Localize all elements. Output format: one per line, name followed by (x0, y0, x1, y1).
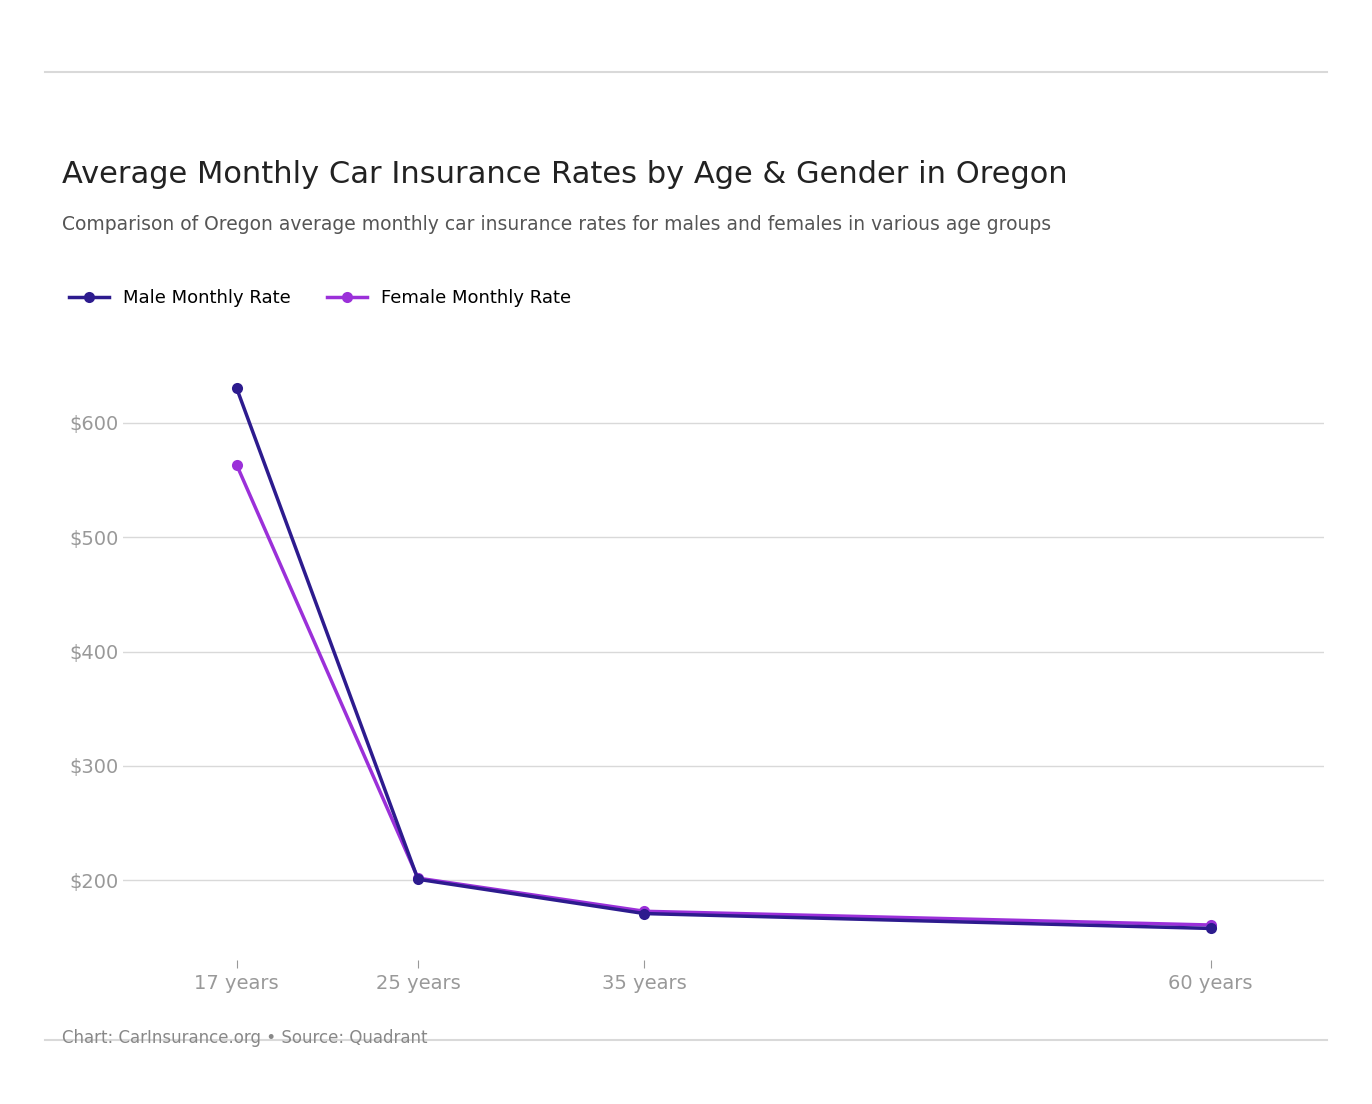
Female Monthly Rate (410, 871, 427, 884)
Text: Comparison of Oregon average monthly car insurance rates for males and females i: Comparison of Oregon average monthly car… (62, 215, 1051, 234)
Female Monthly Rate (1202, 919, 1218, 932)
Text: Average Monthly Car Insurance Rates by Age & Gender in Oregon: Average Monthly Car Insurance Rates by A… (62, 160, 1067, 189)
Text: Chart: CarInsurance.org • Source: Quadrant: Chart: CarInsurance.org • Source: Quadra… (62, 1029, 427, 1047)
Line: Male Monthly Rate: Male Monthly Rate (230, 383, 1217, 934)
Male Monthly Rate (410, 872, 427, 885)
Legend: Male Monthly Rate, Female Monthly Rate: Male Monthly Rate, Female Monthly Rate (62, 282, 579, 314)
Line: Female Monthly Rate: Female Monthly Rate (230, 459, 1217, 931)
Female Monthly Rate (229, 458, 246, 471)
Male Monthly Rate (1202, 922, 1218, 935)
Female Monthly Rate (637, 904, 653, 917)
Male Monthly Rate (229, 382, 246, 395)
Male Monthly Rate (637, 907, 653, 921)
